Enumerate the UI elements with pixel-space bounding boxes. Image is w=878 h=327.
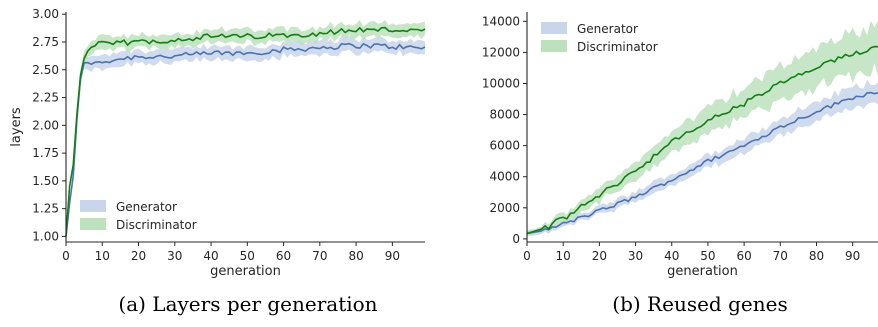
x-tick-label: 20: [131, 249, 146, 263]
legend-swatch-generator: [80, 200, 106, 212]
y-tick-label: 2.50: [32, 63, 59, 77]
x-tick-label: 90: [845, 249, 860, 263]
legend-swatch-discriminator: [80, 218, 106, 230]
x-tick-label: 0: [523, 249, 531, 263]
caption-a: (a) Layers per generation: [118, 292, 377, 316]
y-tick-label: 10000: [482, 76, 520, 90]
y-tick-label: 2.25: [32, 91, 59, 105]
legend-label-discriminator: Discriminator: [577, 40, 658, 54]
x-tick-label: 80: [348, 249, 363, 263]
line-generator: [65, 42, 426, 237]
y-tick-label: 14000: [482, 14, 520, 28]
y-tick-label: 0: [512, 232, 520, 246]
y-tick-label: 12000: [482, 45, 520, 59]
legend-label-generator: Generator: [116, 200, 177, 214]
x-tick-label: 30: [628, 249, 643, 263]
panel-layers-per-generation: 0 10 20 30 40 50 60 70 80 90 1.00 1.25 1.50 1.75 2.00 2…: [9, 7, 426, 279]
x-tick-label: 50: [240, 249, 255, 263]
legend-label-discriminator: Discriminator: [116, 218, 197, 232]
x-axis-label: generation: [667, 264, 738, 279]
x-tick-label: 30: [167, 249, 182, 263]
band-generator: [66, 35, 425, 239]
y-tick-label: 1.50: [32, 174, 59, 188]
y-tick-label: 6000: [489, 139, 520, 153]
y-tick-label: 3.00: [32, 7, 59, 21]
x-tick-label: 10: [556, 249, 571, 263]
x-tick-label: 60: [736, 249, 751, 263]
y-tick-label: 2.75: [32, 35, 59, 49]
x-tick-label: 0: [62, 249, 70, 263]
caption-b: (b) Reused genes: [612, 292, 787, 316]
x-tick-label: 40: [664, 249, 679, 263]
panel-reused-genes: 0 10 20 30 40 50 60 70 80 90 0 2000 4000 6000 8000 1000…: [482, 12, 878, 279]
y-axis-label: layers: [9, 107, 24, 147]
x-tick-label: 10: [95, 249, 110, 263]
x-tick-label: 20: [592, 249, 607, 263]
y-tick-label: 8000: [489, 108, 520, 122]
y-tick-label: 2000: [489, 201, 520, 215]
legend-swatch-discriminator: [541, 40, 567, 52]
band-generator: [527, 79, 878, 236]
x-tick-label: 60: [276, 249, 291, 263]
y-tick-label: 1.75: [32, 146, 59, 160]
line-discriminator: [65, 26, 426, 237]
line-generator: [526, 91, 878, 235]
x-tick-label: 70: [312, 249, 327, 263]
band-discriminator: [527, 20, 878, 236]
x-tick-label: 40: [203, 249, 218, 263]
y-tick-label: 1.25: [32, 202, 59, 216]
x-tick-label: 50: [700, 249, 715, 263]
legend-swatch-generator: [541, 22, 567, 34]
line-discriminator: [526, 45, 878, 235]
x-tick-label: 70: [773, 249, 788, 263]
x-tick-label: 80: [809, 249, 824, 263]
y-tick-label: 2.00: [32, 118, 59, 132]
legend-label-generator: Generator: [577, 22, 638, 36]
x-tick-label: 90: [385, 249, 400, 263]
y-tick-label: 4000: [489, 170, 520, 184]
x-axis-label: generation: [210, 264, 281, 279]
y-tick-label: 1.00: [32, 229, 59, 243]
